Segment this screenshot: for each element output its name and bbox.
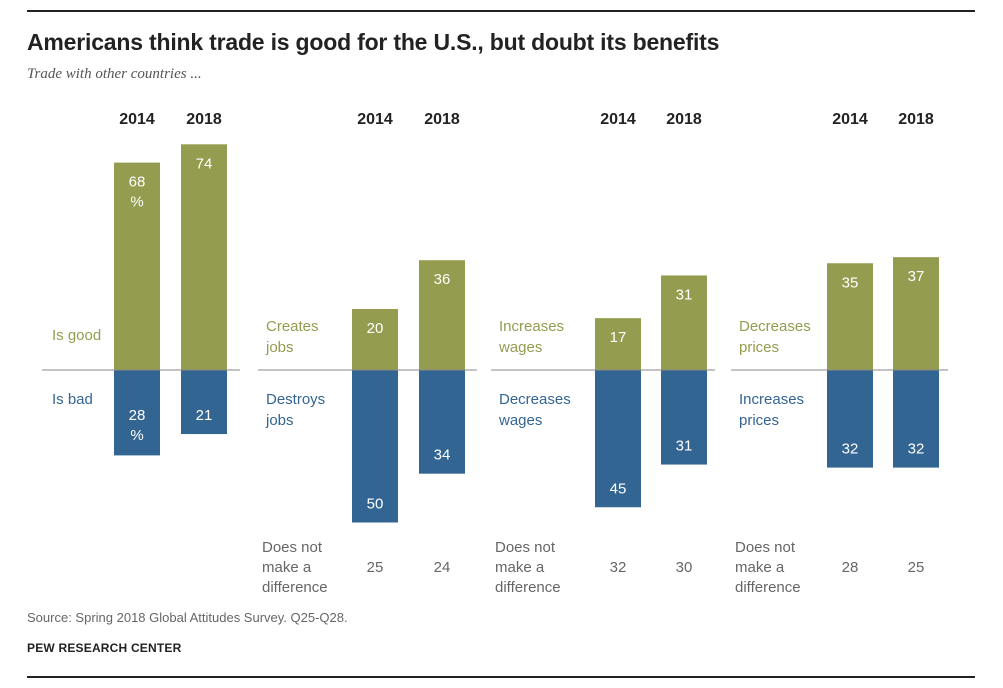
- positive-bar: [661, 275, 707, 370]
- negative-bar-value-label: 34: [434, 447, 451, 464]
- negative-bar: [181, 370, 227, 435]
- organization-name: PEW RESEARCH CENTER: [27, 641, 182, 655]
- positive-bar: [114, 162, 160, 370]
- positive-bar-value-label: 74: [196, 155, 213, 172]
- no-difference-value: 30: [676, 559, 693, 576]
- category-label-negative: Is bad: [52, 391, 93, 408]
- negative-bar: [352, 370, 398, 523]
- no-difference-value: 24: [434, 559, 451, 576]
- positive-bar-value-label: 36: [434, 271, 451, 288]
- category-label-positive: Creates jobs: [265, 318, 319, 356]
- no-difference-label: Does not make a difference: [735, 539, 801, 596]
- year-label-2018: 2018: [666, 111, 702, 128]
- negative-bar: [595, 370, 641, 508]
- category-label-negative: Destroys jobs: [265, 391, 325, 429]
- negative-bar: [419, 370, 465, 474]
- no-difference-value: 32: [610, 559, 627, 576]
- category-label-negative: Decreases wages: [498, 391, 571, 429]
- negative-bar-value-label: 28%: [129, 407, 146, 444]
- negative-bar-value-label: 31: [676, 438, 693, 455]
- source-note: Source: Spring 2018 Global Attitudes Sur…: [27, 610, 348, 625]
- year-label-2014: 2014: [357, 111, 393, 128]
- year-label-2014: 2014: [600, 111, 636, 128]
- chart-subtitle: Trade with other countries ...: [27, 66, 202, 82]
- no-difference-label: Does not make a difference: [262, 539, 328, 596]
- category-label-positive: Decreases prices: [739, 318, 811, 356]
- negative-bar-value-label: 32: [842, 441, 859, 458]
- no-difference-value: 25: [908, 559, 925, 576]
- positive-bar-value-label: 35: [842, 274, 859, 291]
- negative-bar-value-label: 50: [367, 496, 384, 513]
- negative-bar: [661, 370, 707, 465]
- negative-bar: [827, 370, 873, 468]
- top-rule: [27, 10, 975, 12]
- positive-bar: [827, 263, 873, 370]
- positive-bar: [419, 260, 465, 370]
- positive-bar: [181, 144, 227, 370]
- year-label-2018: 2018: [424, 111, 460, 128]
- positive-bar: [893, 257, 939, 370]
- year-label-2018: 2018: [186, 111, 222, 128]
- positive-bar-value-label: 68%: [129, 174, 146, 211]
- no-difference-label: Does not make a difference: [495, 539, 561, 596]
- year-label-2014: 2014: [832, 111, 868, 128]
- category-label-positive: Is good: [52, 327, 101, 344]
- positive-bar-value-label: 31: [676, 286, 693, 303]
- negative-bar: [893, 370, 939, 468]
- no-difference-value: 25: [367, 559, 384, 576]
- positive-bar: [352, 309, 398, 370]
- negative-bar-value-label: 32: [908, 441, 925, 458]
- positive-bar: [595, 318, 641, 370]
- chart-title: Americans think trade is good for the U.…: [27, 29, 720, 55]
- year-label-2014: 2014: [119, 111, 155, 128]
- negative-bar-value-label: 45: [610, 480, 627, 497]
- positive-bar-value-label: 37: [908, 268, 925, 285]
- year-label-2018: 2018: [898, 111, 934, 128]
- negative-bar: [114, 370, 160, 456]
- negative-bar-value-label: 21: [196, 407, 213, 424]
- positive-bar-value-label: 20: [367, 320, 384, 337]
- positive-bar-value-label: 17: [610, 329, 627, 346]
- no-difference-value: 28: [842, 559, 859, 576]
- category-label-positive: Increases wages: [498, 318, 564, 356]
- bottom-rule: [27, 676, 975, 678]
- category-label-negative: Increases prices: [739, 391, 804, 429]
